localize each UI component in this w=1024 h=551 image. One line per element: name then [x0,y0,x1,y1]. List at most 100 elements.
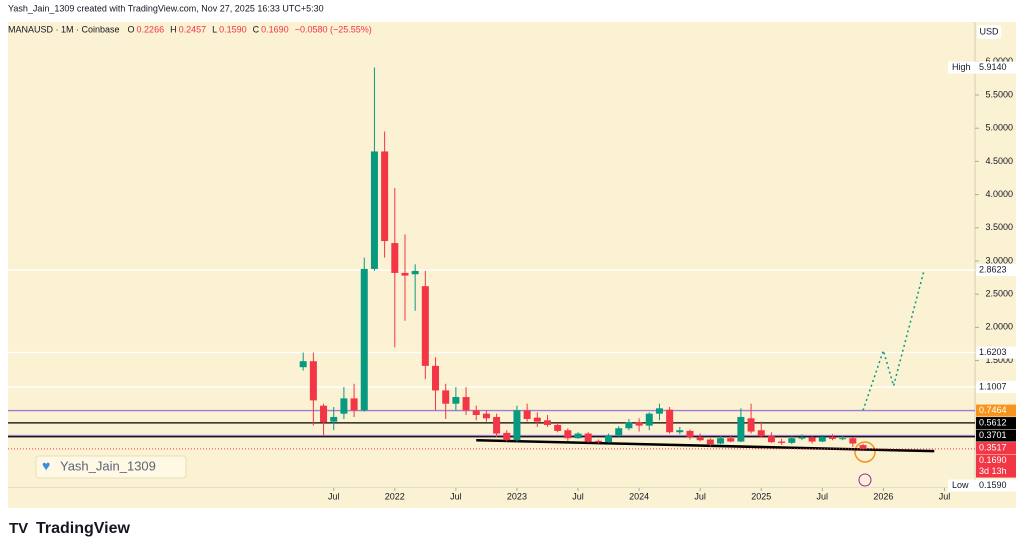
candle-body [340,398,348,414]
candle-body [482,413,490,419]
y-tick-label: 4.0000 [985,189,1013,199]
candle-body [472,410,480,415]
price-label: 0.1690 [979,455,1007,465]
ohlc-value: 0.1590 [219,24,247,34]
candle-body [360,268,368,411]
candle-body [574,433,582,439]
candle-body [513,410,521,441]
candle-body [584,433,592,442]
currency-badge [977,25,1001,39]
price-label: 0.5612 [979,417,1007,427]
projection-line [862,270,925,411]
candle-body [442,390,450,404]
attribution: Yash_Jain_1309 created with TradingView.… [8,3,324,13]
candle-body [564,430,572,439]
candle-body [696,436,704,441]
candle-body [533,417,541,422]
price-label: 1.1007 [979,381,1007,391]
y-tick-label: 5.0000 [985,123,1013,133]
candle-body [686,430,694,437]
price-label-bg [976,264,1016,277]
ohlc-value: 0.2266 [137,24,165,34]
candle-body [309,361,317,401]
x-tick-label: 2026 [873,491,893,501]
event-icon [858,473,872,487]
candle-body [666,409,674,433]
candle-body [605,435,613,443]
price-label-bg [976,429,1016,442]
candle-body [381,151,389,242]
candle-body [808,437,816,442]
x-tick-label: Jul [450,491,462,501]
ohlc-value: 0.2457 [179,24,207,34]
heart-icon: ♥ [42,458,50,474]
candle-body [798,437,806,439]
marker-label: High [952,62,971,72]
ohlc-label: H [170,24,177,34]
x-tick-label: 2023 [507,491,527,501]
candle-body [462,397,470,411]
countdown: 3d 13h [979,466,1007,476]
x-tick-label: Jul [939,491,951,501]
candle-body [330,416,338,422]
x-tick-label: 2025 [751,491,771,501]
brand-logo: TV [9,520,28,537]
symbol: MANAUSD · 1M · Coinbase [8,24,120,34]
candle-body [594,440,602,443]
candle-body [503,432,511,441]
candle-body [554,424,562,431]
candle-body [350,398,358,411]
candle-body [767,436,775,443]
marker-bg [948,61,1016,74]
candle-body [452,397,460,404]
candle-body [706,439,714,445]
plot-area [8,22,975,488]
currency: USD [979,26,999,36]
price-label-bg [976,346,1016,359]
ohlc-value: 0.1690 [261,24,289,34]
candle-body [828,436,836,439]
watermark: Yash_Jain_1309 [60,458,156,473]
price-label-bg [976,404,1016,417]
price-label-bg [976,417,1016,430]
candle-body [493,416,501,434]
highlight-circle [854,441,876,463]
x-tick-label: Jul [817,491,829,501]
time-scale [8,488,1016,508]
y-tick-label: 6.0000 [985,56,1013,66]
candle-body [859,445,867,449]
y-tick-label: 2.5000 [985,289,1013,299]
marker-label: Low [952,480,969,490]
ohlc-label: L [212,24,217,34]
candle-body [411,270,419,275]
y-tick-label: 5.5000 [985,89,1013,99]
candle-body [818,436,826,442]
change: −0.0580 (−25.55%) [295,24,372,34]
candle-body [757,430,765,437]
candle-body [320,405,328,423]
price-label-bg [976,381,1016,394]
candle-body [370,151,378,269]
candle-body [625,422,633,429]
candle-body [747,418,755,432]
candle-body [717,438,725,444]
y-tick-label: 3.0000 [985,255,1013,265]
y-tick-label: 2.0000 [985,322,1013,332]
price-label-bg [976,454,1016,478]
y-tick-label: 1.5000 [985,355,1013,365]
price-label: 0.3517 [979,442,1007,452]
candle-body [778,441,786,443]
candle-body [849,438,857,444]
watermark-box [35,455,187,479]
candle-body [299,361,307,368]
ohlc-label: C [253,24,260,34]
candle-body [523,410,531,419]
x-tick-label: Jul [328,491,340,501]
candle-body [839,438,847,440]
candle-body [421,286,429,366]
y-tick-label: 3.5000 [985,222,1013,232]
candle-body [788,438,796,443]
x-tick-label: 2024 [629,491,649,501]
